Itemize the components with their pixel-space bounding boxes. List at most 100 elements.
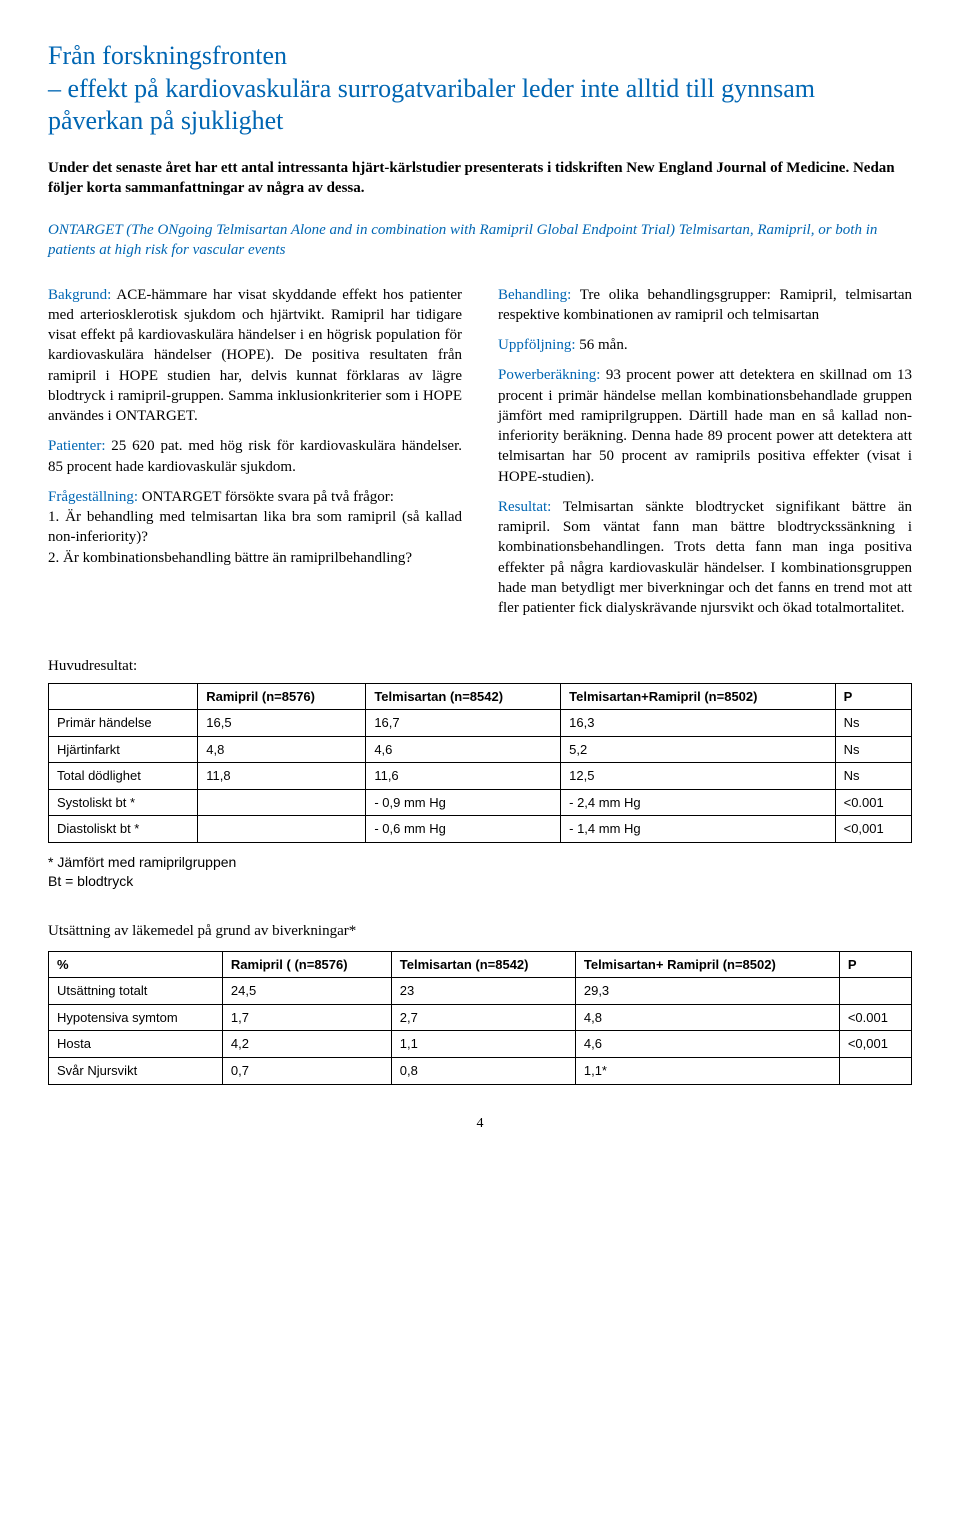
- behandling-label: Behandling:: [498, 287, 571, 303]
- table-header-cell: Ramipril ( (n=8576): [222, 951, 391, 978]
- table-cell: 5,2: [561, 736, 835, 763]
- table-row: Utsättning totalt24,52329,3: [49, 978, 912, 1005]
- table-row: Svår Njursvikt0,70,81,1*: [49, 1058, 912, 1085]
- table-cell: 11,6: [366, 763, 561, 790]
- table-row: Diastoliskt bt * - 0,6 mm Hg- 1,4 mm Hg<0…: [49, 816, 912, 843]
- table-header-cell: Telmisartan+ Ramipril (n=8502): [575, 951, 839, 978]
- table-row: Hypotensiva symtom1,72,74,8<0.001: [49, 1004, 912, 1031]
- patienter-text: 25 620 pat. med hög risk för kardiovasku…: [48, 438, 462, 474]
- footnote-line-2: Bt = blodtryck: [48, 873, 133, 889]
- table-cell: - 1,4 mm Hg: [561, 816, 835, 843]
- fraga-label: Frågeställning:: [48, 489, 138, 505]
- table-cell: Utsättning totalt: [49, 978, 223, 1005]
- left-column: Bakgrund: ACE-hämmare har visat skyddand…: [48, 285, 462, 629]
- table-header-cell: P: [839, 951, 911, 978]
- bakgrund-label: Bakgrund:: [48, 287, 111, 303]
- bakgrund-text: ACE-hämmare har visat skyddande effekt h…: [48, 287, 462, 425]
- right-column: Behandling: Tre olika behandlingsgrupper…: [498, 285, 912, 629]
- fraga-intro-text: ONTARGET försökte svara på två frågor:: [138, 489, 394, 505]
- patienter-block: Patienter: 25 620 pat. med hög risk för …: [48, 436, 462, 477]
- table-cell: Ns: [835, 763, 911, 790]
- table-cell: 2,7: [391, 1004, 575, 1031]
- table-cell: Primär händelse: [49, 710, 198, 737]
- footnote-line-1: * Jämfört med ramiprilgruppen: [48, 854, 236, 870]
- page-number: 4: [48, 1115, 912, 1134]
- table-cell: 1,1*: [575, 1058, 839, 1085]
- table-cell: 1,7: [222, 1004, 391, 1031]
- table-row: Systoliskt bt * - 0,9 mm Hg- 2,4 mm Hg<0.…: [49, 789, 912, 816]
- table-cell: 23: [391, 978, 575, 1005]
- table-row: Hosta4,21,14,6<0,001: [49, 1031, 912, 1058]
- table-cell: 4,2: [222, 1031, 391, 1058]
- table-cell: Hjärtinfarkt: [49, 736, 198, 763]
- page-title: Från forskningsfronten– effekt på kardio…: [48, 40, 912, 138]
- uppfoljning-block: Uppföljning: 56 mån.: [498, 335, 912, 355]
- table-cell: Svår Njursvikt: [49, 1058, 223, 1085]
- table-cell: 4,8: [198, 736, 366, 763]
- table-header-cell: Ramipril (n=8576): [198, 683, 366, 710]
- fraga-1: 1. Är behandling med telmisartan lika br…: [48, 509, 462, 545]
- table-cell: [839, 978, 911, 1005]
- patienter-label: Patienter:: [48, 438, 105, 454]
- table1-title: Huvudresultat:: [48, 656, 912, 676]
- table-cell: - 0,9 mm Hg: [366, 789, 561, 816]
- table1-footnote: * Jämfört med ramiprilgruppen Bt = blodt…: [48, 853, 912, 891]
- table-cell: Ns: [835, 736, 911, 763]
- table-cell: 16,5: [198, 710, 366, 737]
- table-header-cell: [49, 683, 198, 710]
- table-cell: - 0,6 mm Hg: [366, 816, 561, 843]
- resultat-block: Resultat: Telmisartan sänkte blodtrycket…: [498, 497, 912, 619]
- table-cell: Ns: [835, 710, 911, 737]
- table-cell: 0,7: [222, 1058, 391, 1085]
- table-cell: Systoliskt bt *: [49, 789, 198, 816]
- table-cell: [198, 789, 366, 816]
- uppfoljning-text: 56 mån.: [576, 337, 628, 353]
- resultat-label: Resultat:: [498, 499, 551, 515]
- table-cell: <0,001: [835, 816, 911, 843]
- behandling-block: Behandling: Tre olika behandlingsgrupper…: [498, 285, 912, 326]
- table-cell: Hypotensiva symtom: [49, 1004, 223, 1031]
- table-header-cell: %: [49, 951, 223, 978]
- table-row: Total dödlighet11,811,612,5Ns: [49, 763, 912, 790]
- intro-paragraph: Under det senaste året har ett antal int…: [48, 158, 912, 199]
- table-cell: [198, 816, 366, 843]
- bakgrund-block: Bakgrund: ACE-hämmare har visat skyddand…: [48, 285, 462, 427]
- table-cell: [839, 1058, 911, 1085]
- table-cell: 24,5: [222, 978, 391, 1005]
- table-header-cell: Telmisartan (n=8542): [366, 683, 561, 710]
- power-text: 93 procent power att detektera en skilln…: [498, 367, 912, 484]
- table-header-cell: P: [835, 683, 911, 710]
- table-cell: 4,6: [366, 736, 561, 763]
- table-header-cell: Telmisartan+Ramipril (n=8502): [561, 683, 835, 710]
- table-row: Primär händelse16,516,716,3Ns: [49, 710, 912, 737]
- results-table-2: %Ramipril ( (n=8576)Telmisartan (n=8542)…: [48, 951, 912, 1085]
- table-header-cell: Telmisartan (n=8542): [391, 951, 575, 978]
- power-block: Powerberäkning: 93 procent power att det…: [498, 365, 912, 487]
- table-cell: 4,6: [575, 1031, 839, 1058]
- table-cell: Hosta: [49, 1031, 223, 1058]
- table-cell: 16,7: [366, 710, 561, 737]
- table-cell: 0,8: [391, 1058, 575, 1085]
- table-cell: 4,8: [575, 1004, 839, 1031]
- results-table-1: Ramipril (n=8576)Telmisartan (n=8542)Tel…: [48, 683, 912, 843]
- table-cell: 11,8: [198, 763, 366, 790]
- table-cell: 16,3: [561, 710, 835, 737]
- fraga-block: Frågeställning: ONTARGET försökte svara …: [48, 487, 462, 568]
- uppfoljning-label: Uppföljning:: [498, 337, 576, 353]
- resultat-text: Telmisartan sänkte blodtrycket signifika…: [498, 499, 912, 616]
- trial-description: ONTARGET (The ONgoing Telmisartan Alone …: [48, 220, 912, 261]
- table-cell: - 2,4 mm Hg: [561, 789, 835, 816]
- table-cell: 29,3: [575, 978, 839, 1005]
- table-cell: <0.001: [835, 789, 911, 816]
- table-cell: <0,001: [839, 1031, 911, 1058]
- table-cell: <0.001: [839, 1004, 911, 1031]
- fraga-2: 2. Är kombinationsbehandling bättre än r…: [48, 550, 412, 566]
- table-cell: Diastoliskt bt *: [49, 816, 198, 843]
- table-cell: 1,1: [391, 1031, 575, 1058]
- two-column-body: Bakgrund: ACE-hämmare har visat skyddand…: [48, 285, 912, 629]
- table-cell: 12,5: [561, 763, 835, 790]
- table2-title: Utsättning av läkemedel på grund av bive…: [48, 921, 912, 941]
- table-cell: Total dödlighet: [49, 763, 198, 790]
- table-row: Hjärtinfarkt4,84,65,2Ns: [49, 736, 912, 763]
- power-label: Powerberäkning:: [498, 367, 600, 383]
